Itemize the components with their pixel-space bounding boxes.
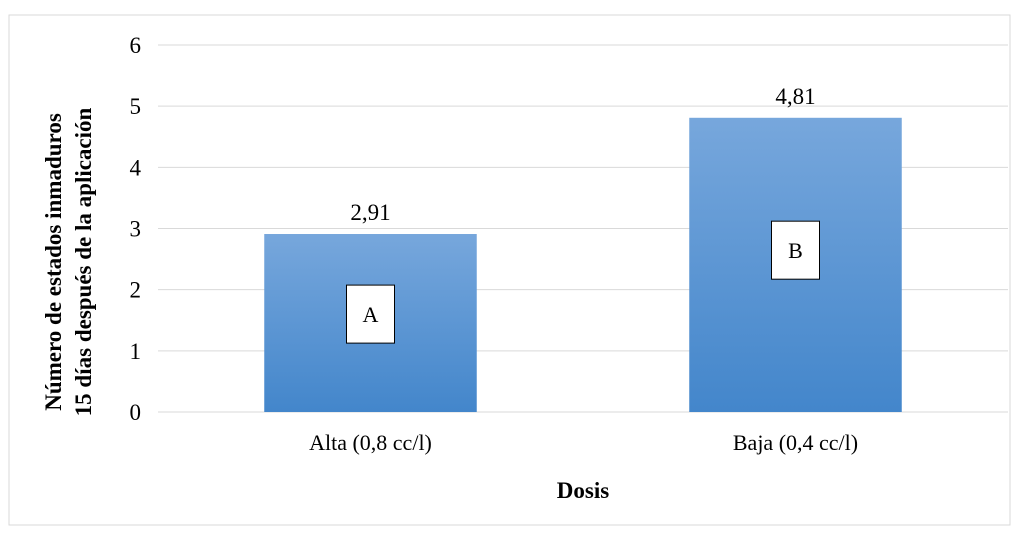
y-tick-label: 6 xyxy=(130,33,142,58)
y-axis-title: Número de estados inmaduros 15 días desp… xyxy=(41,107,96,416)
y-axis-title-line-2: 15 días después de la aplicación xyxy=(71,107,96,416)
group-label-box xyxy=(346,284,395,344)
y-tick-label: 5 xyxy=(130,94,142,119)
data-label: 2,91 xyxy=(350,200,390,225)
y-axis-title-line-1: Número de estados inmaduros xyxy=(41,113,66,411)
y-tick-label: 2 xyxy=(130,278,142,303)
x-category-labels: Alta (0,8 cc/l) Baja (0,4 cc/l) xyxy=(309,430,858,455)
x-axis-title: Dosis xyxy=(557,478,609,503)
x-category-label: Alta (0,8 cc/l) xyxy=(309,430,432,455)
group-label: B xyxy=(788,238,803,263)
group-label-box xyxy=(771,220,820,280)
y-tick-labels: 0 1 2 3 4 5 6 xyxy=(130,33,142,425)
group-label: A xyxy=(363,302,379,327)
x-category-label: Baja (0,4 cc/l) xyxy=(733,430,858,455)
y-tick-label: 4 xyxy=(130,155,142,180)
y-tick-label: 3 xyxy=(130,217,142,242)
data-label: 4,81 xyxy=(775,84,815,109)
bars: 2,91 A 4,81 B xyxy=(264,84,902,412)
y-tick-label: 1 xyxy=(130,339,142,364)
y-tick-label: 0 xyxy=(130,400,142,425)
